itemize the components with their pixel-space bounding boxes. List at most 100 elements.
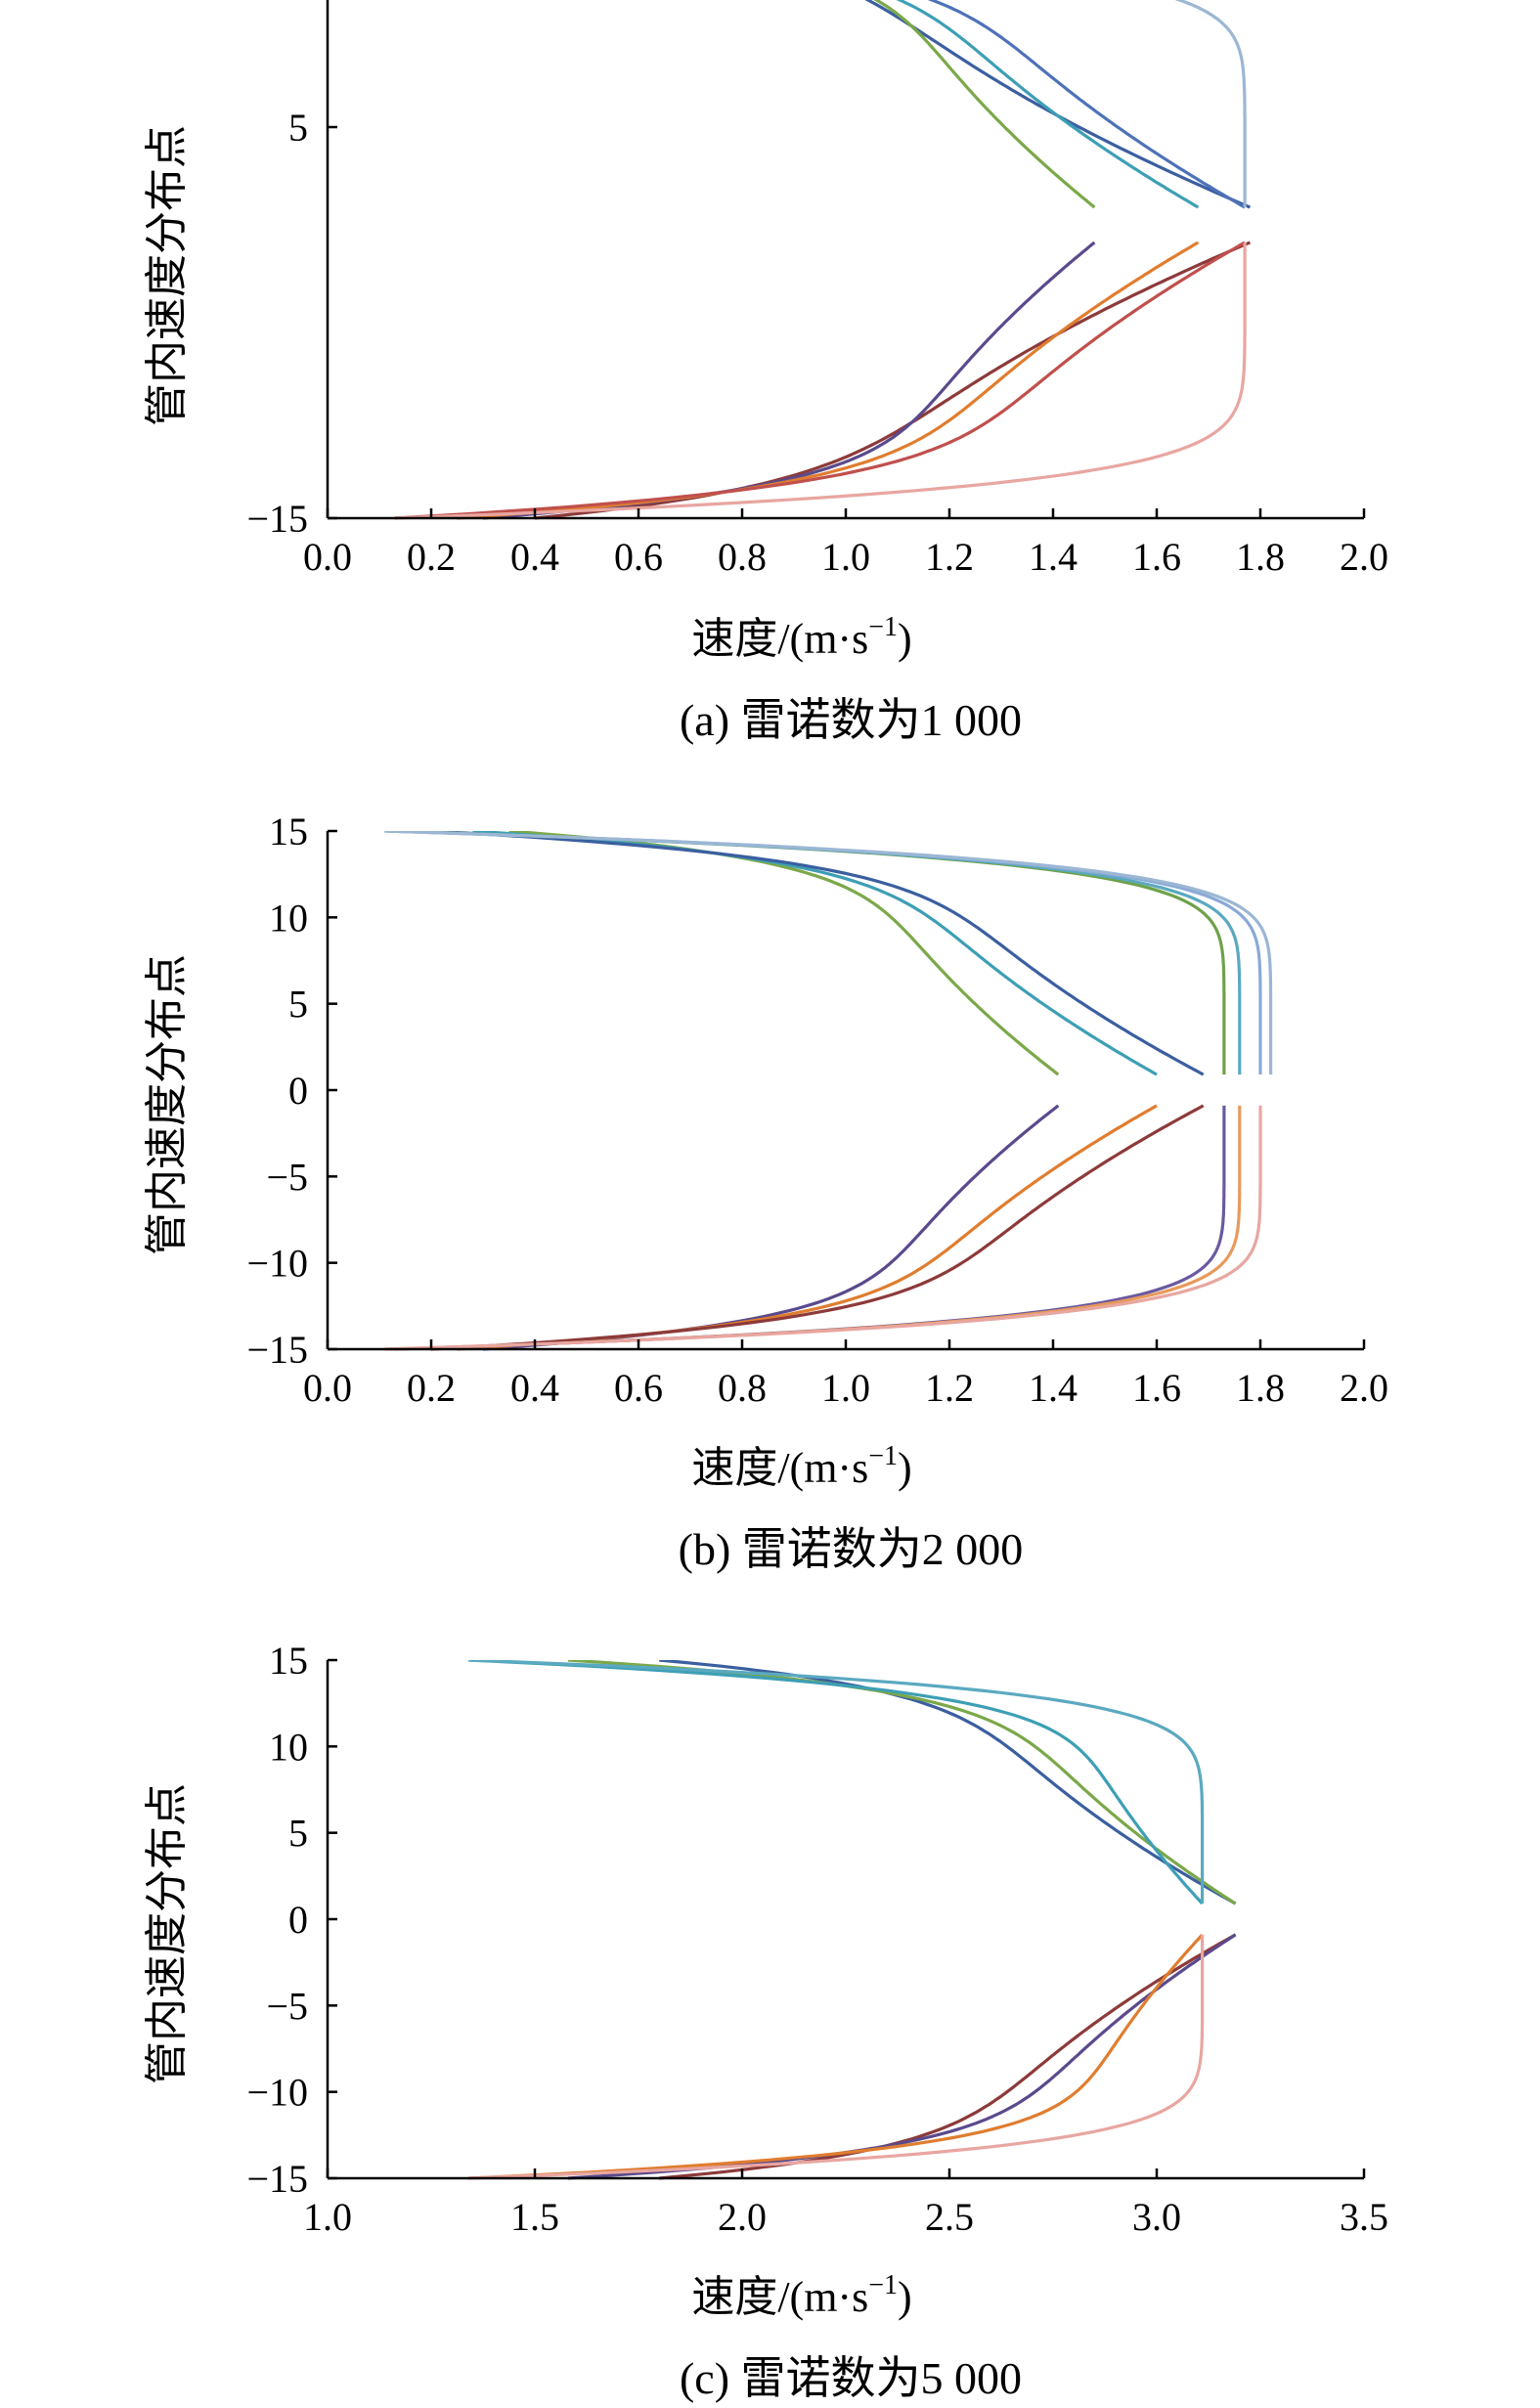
panel-c-xlabel-close: )	[898, 2273, 912, 2321]
panel-b-x-tick-label: 0.4	[510, 1366, 559, 1410]
panel-b-axes: 0.0 0.2 0.4 0.6 0.8 1.0 1.2 1.4 1.6 1.8 2.0 15 10 5 0 −…	[246, 810, 1388, 1410]
panel-a-xlabel-close: )	[898, 615, 912, 663]
panel-a-series-8-lower-line	[394, 241, 1246, 520]
panel-c-series-3-upper-line	[567, 1660, 1237, 1905]
panel-b-y-tick-label: −15	[246, 1328, 308, 1372]
panel-c-series-5-upper-line	[468, 1660, 1204, 1905]
panel-c-y-tick-label: −15	[246, 2157, 308, 2201]
panel-c-xlabel-sup: −1	[868, 2270, 898, 2300]
panel-a-series-6-lower-line	[457, 241, 1200, 520]
panel-b-x-tick-label: 1.2	[925, 1366, 974, 1410]
panel-a-x-tick-label: 2.0	[1340, 535, 1388, 579]
panel-b-y-tick-label: 10	[269, 896, 308, 940]
panel-b-xlabel-sup: −1	[868, 1441, 898, 1471]
panel-b-series-1-upper-line	[508, 831, 1060, 1076]
panel-a-series-10-lower-line	[394, 242, 1247, 520]
panel-b-x-tick-label: 0.6	[614, 1366, 663, 1410]
panel-c-y-tick-label: 15	[269, 1639, 308, 1683]
panel-b-series-12-lower-line	[384, 1105, 1262, 1351]
panel-a-y-tick-label: 5	[288, 106, 308, 150]
panel-c-axes: 1.0 1.5 2.0 2.5 3.0 3.5 15 10 5 0 −5 −10 −15	[246, 1639, 1388, 2239]
panel-b-x-tick-label: 1.4	[1029, 1366, 1078, 1410]
panel-c-y-tick-label: −5	[266, 1984, 308, 2028]
panel-b-xlabel: 速度/(m·s−1)	[691, 1441, 911, 1492]
panel-a-xlabel-sup: −1	[868, 612, 898, 642]
panel-b-x-tick-label: 0.2	[407, 1366, 456, 1410]
panel-c-x-tick-label: 1.0	[303, 2195, 352, 2239]
panel-a-x-tick-label: 0.6	[614, 535, 663, 579]
panel-c-y-tick-label: −10	[246, 2071, 308, 2115]
panel-c-x-tick-label: 3.5	[1340, 2195, 1388, 2239]
panel-b-xlabel-close: )	[898, 1444, 912, 1492]
panel-c-series-8-lower-line	[468, 1934, 1205, 2180]
panel-a-series-5-upper-line	[896, 0, 1200, 209]
panel-c-y-tick-label: 5	[288, 1812, 308, 1856]
panel-a-x-tick-label: 1.0	[821, 535, 870, 579]
panel-a-x-tick-label: 1.8	[1236, 535, 1285, 579]
panel-c-x-tick-label: 3.0	[1132, 2195, 1181, 2239]
panel-a-axes: 0.0 0.2 0.4 0.6 0.8 1.0 1.2 1.4 1.6 1.8 2.0 5 −15	[246, 0, 1388, 579]
panel-a-series-3-upper-line	[873, 0, 1096, 209]
panel-c-y-tick-label: 10	[269, 1725, 308, 1769]
panel-b-series-6-lower-line	[430, 1104, 1205, 1351]
panel-c-xlabel-main: 速度/(m·s	[691, 2273, 868, 2321]
panel-b-xlabel-main: 速度/(m·s	[691, 1444, 868, 1492]
panel-c-x-tick-label: 1.5	[510, 2195, 559, 2239]
panel-a: 0.0 0.2 0.4 0.6 0.8 1.0 1.2 1.4 1.6 1.8 2.0 5 −15 管内…	[143, 0, 1388, 745]
panel-a-curves	[394, 0, 1252, 520]
panel-a-caption: (a) 雷诺数为1 000	[680, 695, 1022, 745]
panel-b-ylabel: 管内速度分布点	[143, 954, 191, 1255]
panel-c-series-7-upper-line	[468, 1660, 1205, 1905]
panel-b-x-tick-label: 1.0	[821, 1366, 870, 1410]
panel-c-x-tick-label: 2.0	[718, 2195, 767, 2239]
panel-b-x-tick-label: 0.8	[718, 1366, 767, 1410]
panel-c-caption: (c) 雷诺数为5 000	[680, 2353, 1022, 2403]
panel-b-x-tick-label: 1.6	[1132, 1366, 1181, 1410]
panel-a-x-tick-label: 0.2	[407, 535, 456, 579]
panel-c-xlabel: 速度/(m·s−1)	[691, 2270, 911, 2321]
panel-b-y-tick-label: 15	[269, 810, 308, 854]
panel-b-x-tick-label: 0.0	[303, 1366, 352, 1410]
panel-b-x-tick-label: 2.0	[1340, 1366, 1388, 1410]
panel-b-series-2-lower-line	[482, 1104, 1060, 1351]
panel-b: 0.0 0.2 0.4 0.6 0.8 1.0 1.2 1.4 1.6 1.8 2.0 15 10 5 0 −…	[143, 810, 1388, 1574]
panel-c-series-1-upper-line	[659, 1660, 1237, 1905]
panel-a-series-1-upper-line	[864, 0, 1252, 209]
panel-b-caption: (b) 雷诺数为2 000	[679, 1524, 1024, 1574]
panel-a-x-tick-label: 0.4	[510, 535, 559, 579]
panel-a-xlabel: 速度/(m·s−1)	[691, 612, 911, 663]
panel-c-curves	[468, 1660, 1237, 2180]
panel-c: 1.0 1.5 2.0 2.5 3.0 3.5 15 10 5 0 −5 −10 −15 管内速度分布点…	[143, 1639, 1388, 2403]
panel-a-x-tick-label: 0.8	[718, 535, 767, 579]
panel-a-x-tick-label: 1.6	[1132, 535, 1181, 579]
panel-c-series-4-lower-line	[567, 1933, 1237, 2180]
panel-a-series-9-upper-line	[1174, 0, 1247, 207]
panel-a-series-2-lower-line	[534, 241, 1252, 520]
panel-a-x-tick-label: 1.4	[1029, 535, 1078, 579]
panel-a-series-4-lower-line	[482, 241, 1096, 520]
panel-c-ylabel: 管内速度分布点	[143, 1783, 191, 2084]
panel-b-curves	[384, 831, 1273, 1351]
panel-b-y-tick-label: 0	[288, 1069, 308, 1113]
panel-b-y-tick-label: −5	[266, 1155, 308, 1199]
panel-b-x-tick-label: 1.8	[1236, 1366, 1285, 1410]
panel-a-x-tick-label: 0.0	[303, 535, 352, 579]
panel-b-y-tick-label: 5	[288, 983, 308, 1027]
panel-a-xlabel-main: 速度/(m·s	[691, 615, 868, 663]
panel-b-series-4-lower-line	[457, 1104, 1158, 1351]
panel-c-y-tick-label: 0	[288, 1898, 308, 1942]
panel-b-series-10-lower-line	[389, 1105, 1242, 1351]
panel-b-y-tick-label: −10	[246, 1242, 308, 1286]
panel-a-series-7-upper-line	[927, 0, 1246, 209]
panel-a-x-tick-label: 1.2	[925, 535, 974, 579]
panel-b-series-3-upper-line	[472, 831, 1158, 1076]
panel-c-x-tick-label: 2.5	[925, 2195, 974, 2239]
panel-c-series-6-lower-line	[468, 1933, 1204, 2180]
panel-c-series-2-lower-line	[659, 1933, 1237, 2180]
panel-b-series-9-upper-line	[389, 831, 1242, 1075]
panel-a-y-tick-label: −15	[246, 497, 308, 541]
panel-b-series-5-upper-line	[430, 831, 1205, 1076]
panel-b-series-13-upper-line	[384, 831, 1273, 1075]
panel-a-ylabel: 管内速度分布点	[143, 125, 191, 426]
